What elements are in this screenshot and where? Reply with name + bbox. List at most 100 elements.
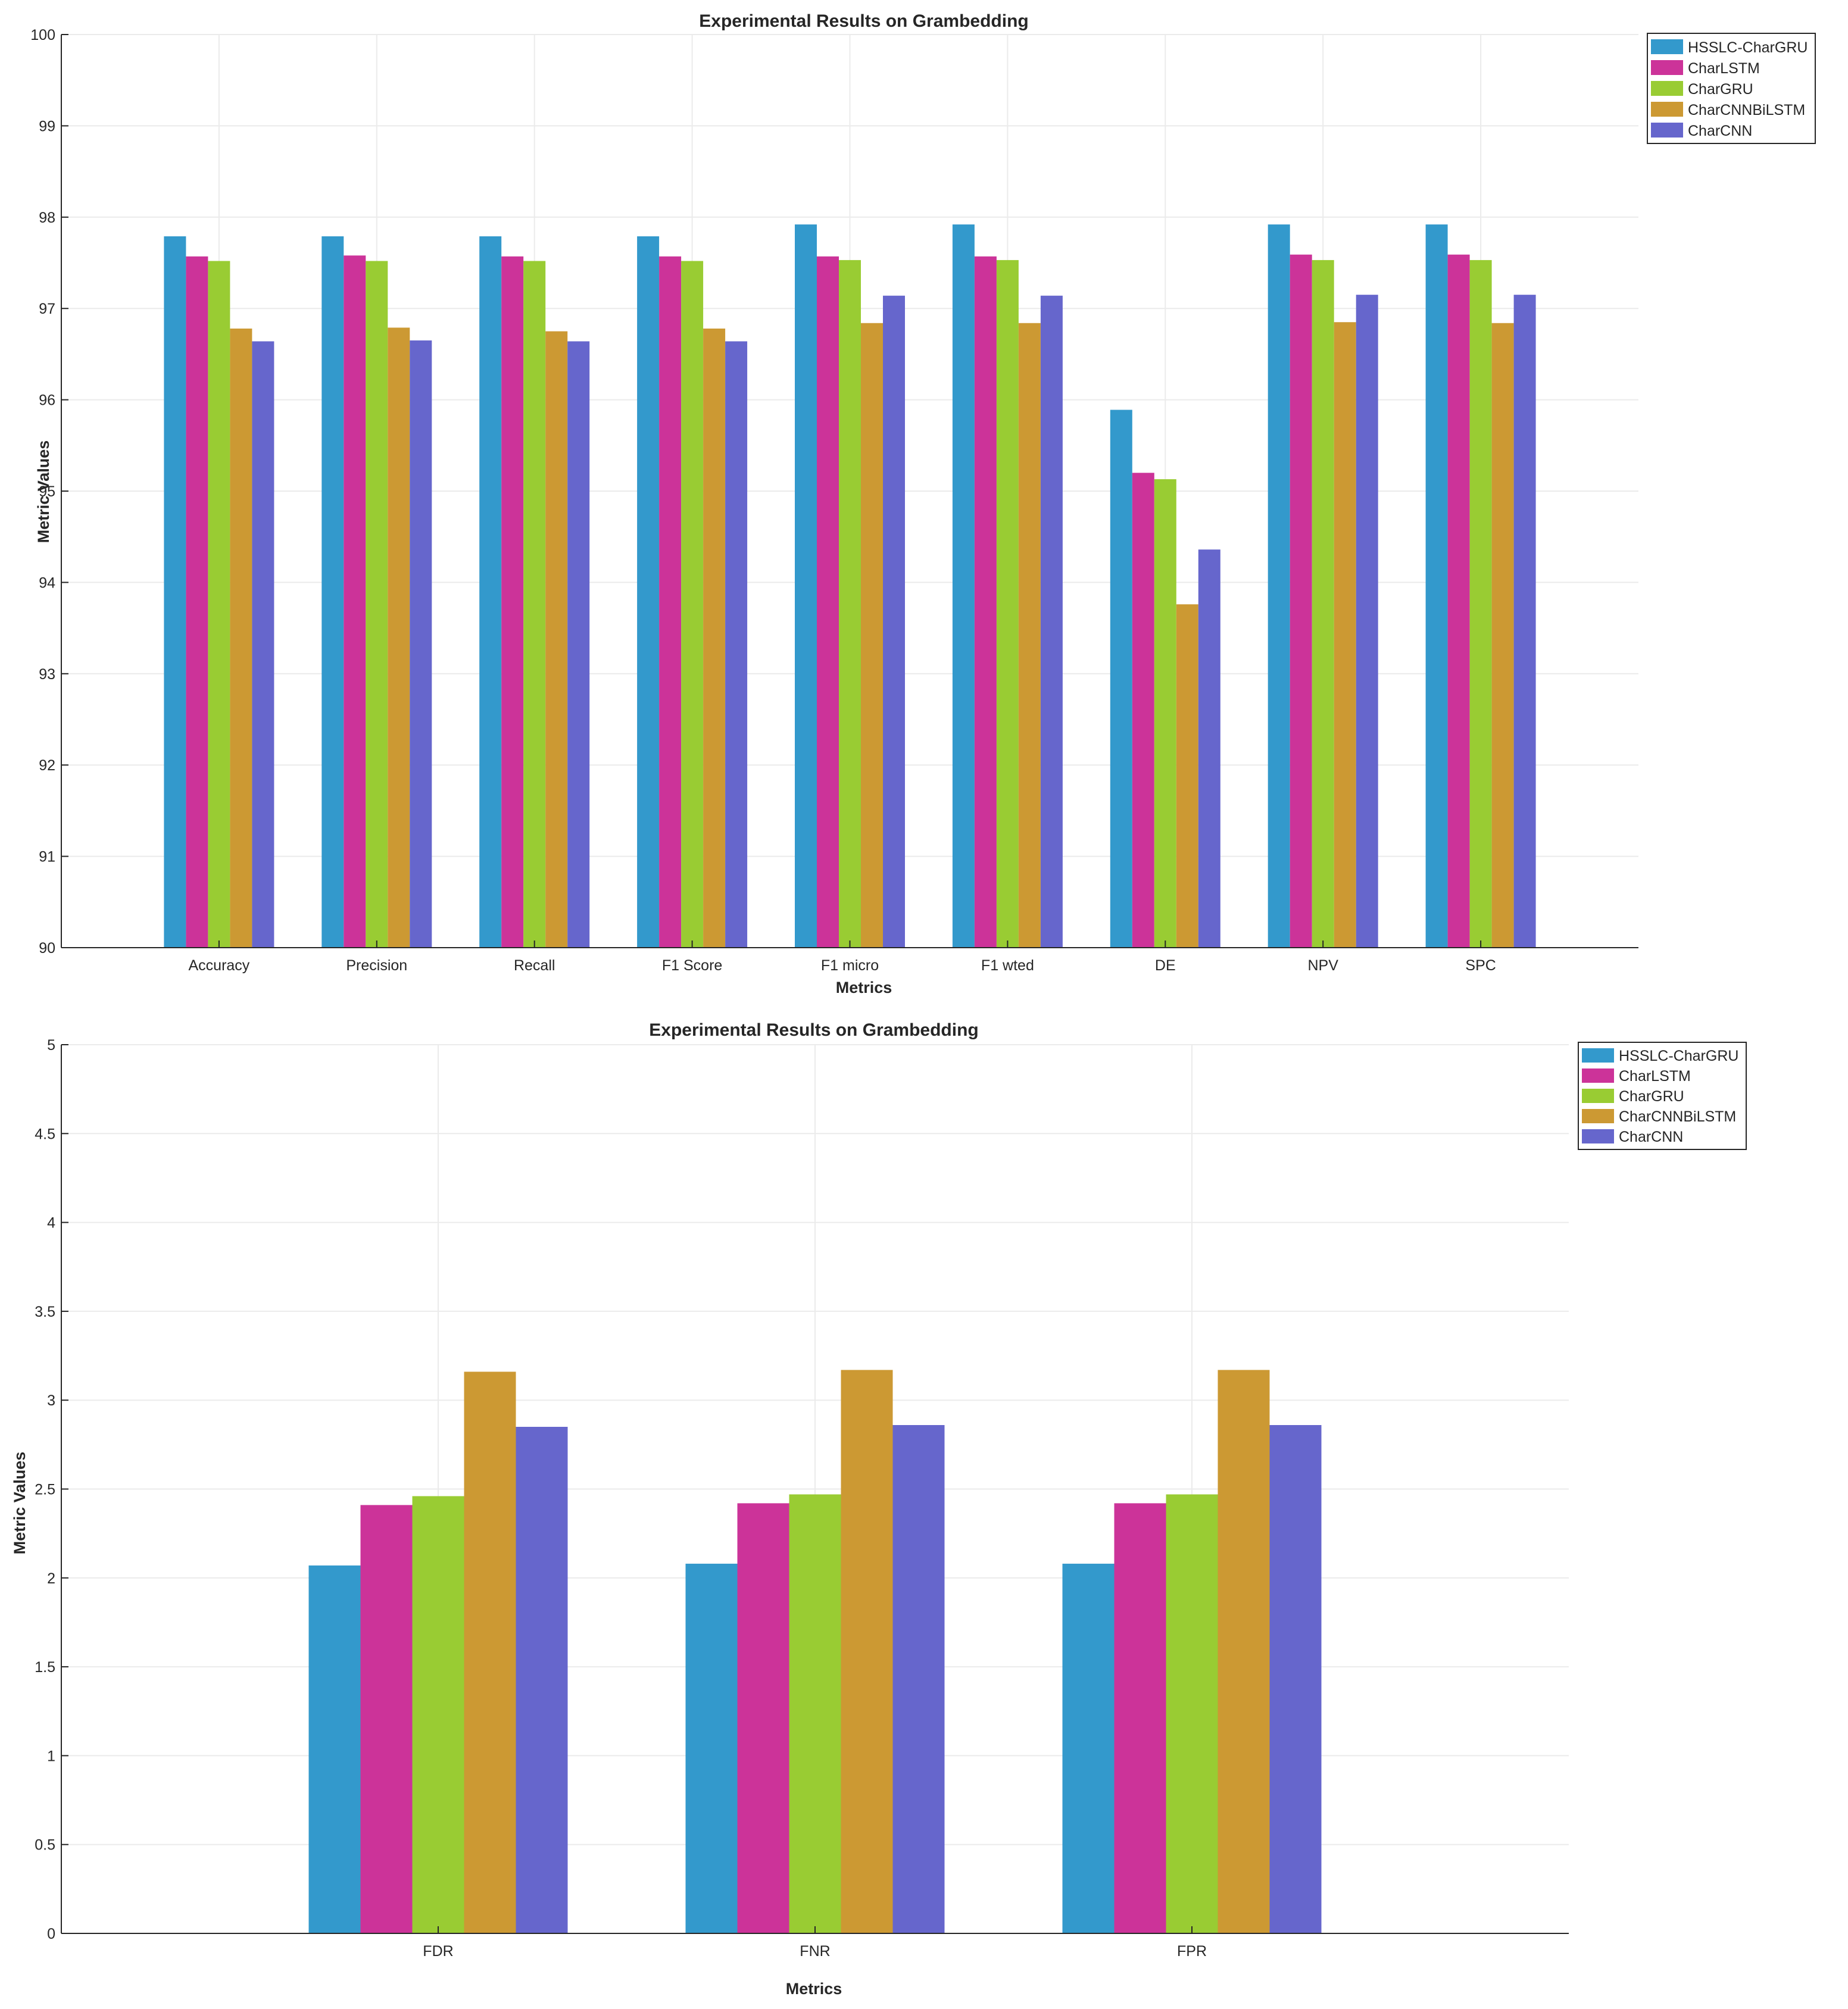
y-tick-label: 3.5 [35, 1304, 55, 1320]
bar-charcnnbilstm [703, 328, 726, 948]
bar-hsslc-chargru [308, 1565, 361, 1933]
y-tick-label: 90 [39, 940, 55, 957]
bar-chargru [996, 260, 1019, 948]
legend-swatch [1582, 1109, 1614, 1123]
bar-charcnn [1040, 295, 1063, 948]
x-tick-label: F1 Score [662, 957, 722, 974]
bar-charcnn [1198, 549, 1220, 948]
bar-charlstm [1290, 254, 1312, 948]
bar-charcnnbilstm [1491, 323, 1514, 948]
bar-charlstm [1132, 473, 1154, 948]
bar-hsslc-chargru [479, 236, 502, 948]
legend-label: CharLSTM [1688, 60, 1760, 77]
chart-title: Experimental Results on Grambedding [649, 1020, 978, 1040]
legend: HSSLC-CharGRU CharLSTM CharGRU CharCNNBiLST… [1647, 33, 1816, 144]
bar-hsslc-chargru [952, 224, 975, 948]
x-tick-label: FNR [800, 1943, 830, 1960]
bar-charcnnbilstm [230, 328, 252, 948]
y-tick-label: 5 [47, 1037, 55, 1054]
legend-label: CharCNN [1619, 1129, 1683, 1145]
bar-hsslc-chargru [685, 1563, 738, 1933]
bar-charcnnbilstm [841, 1370, 893, 1933]
legend-label: CharCNN [1688, 123, 1752, 139]
legend-swatch [1582, 1129, 1614, 1143]
bar-chargru [681, 261, 704, 948]
y-tick-label: 4 [47, 1215, 55, 1232]
bar-charcnnbilstm [464, 1371, 516, 1933]
bar-charlstm [360, 1505, 413, 1933]
x-tick-label: FPR [1177, 1943, 1207, 1960]
bar-hsslc-chargru [1062, 1563, 1115, 1933]
bar-hsslc-chargru [1425, 224, 1448, 948]
y-tick-label: 97 [39, 301, 55, 317]
axes [61, 34, 1638, 948]
bar-charcnn [516, 1426, 568, 1933]
y-axis-label: Metric Values [35, 440, 52, 543]
bar-charcnnbilstm [861, 323, 883, 948]
legend-swatch [1582, 1048, 1614, 1063]
x-tick-label: FDR [423, 1943, 453, 1960]
chart-title: Experimental Results on Grambedding [699, 11, 1028, 31]
y-tick-label: 4.5 [35, 1126, 55, 1142]
bar-charlstm [1114, 1503, 1166, 1933]
legend-label: CharGRU [1619, 1088, 1684, 1105]
y-tick-label: 91 [39, 849, 55, 866]
bar-charcnn [883, 295, 905, 948]
bar-charlstm [186, 256, 208, 948]
y-tick-label: 95 [39, 483, 55, 500]
bar-charlstm [974, 256, 997, 948]
x-tick-label: DE [1155, 957, 1176, 974]
bars [308, 1370, 1322, 1933]
x-tick-label: Precision [346, 957, 407, 974]
tick-labels: 90 91 92 93 94 95 96 97 98 99 100 Accuracy Precision… [30, 27, 1496, 974]
x-tick-label: F1 wted [981, 957, 1034, 974]
y-tick-label: 98 [39, 210, 55, 226]
legend-swatch [1651, 123, 1683, 138]
tick-labels: 0 0.5 1 1.5 2 2.5 3 3.5 4 4.5 5 FDR FNR FPR [35, 1037, 1207, 1960]
y-tick-label: 96 [39, 392, 55, 409]
y-axis-label: Metric Values [11, 1452, 29, 1555]
bar-charcnnbilstm [1176, 604, 1198, 948]
bar-charlstm [817, 256, 839, 948]
bar-hsslc-chargru [637, 236, 660, 948]
bar-charcnnbilstm [1218, 1370, 1270, 1933]
bar-chargru [839, 260, 861, 948]
legend-swatch [1582, 1089, 1614, 1103]
legend-label: HSSLC-CharGRU [1619, 1048, 1738, 1064]
bar-charlstm [1447, 254, 1470, 948]
axes [61, 1044, 1569, 1934]
y-tick-label: 1.5 [35, 1659, 55, 1676]
y-tick-label: 0 [47, 1926, 55, 1942]
legend-label: CharCNNBiLSTM [1688, 102, 1805, 118]
bar-charlstm [659, 256, 682, 948]
legend-label: CharGRU [1688, 81, 1753, 98]
bar-charlstm [344, 255, 366, 948]
y-tick-label: 99 [39, 118, 55, 135]
bar-charlstm [501, 256, 524, 948]
x-tick-label: SPC [1465, 957, 1496, 974]
bar-chargru [1166, 1494, 1218, 1933]
bar-chargru [1312, 260, 1334, 948]
bar-charcnnbilstm [1018, 323, 1041, 948]
x-tick-label: NPV [1307, 957, 1338, 974]
legend-label: HSSLC-CharGRU [1688, 39, 1808, 56]
y-tick-label: 92 [39, 757, 55, 774]
y-tick-label: 94 [39, 574, 55, 591]
bar-charcnn [725, 341, 748, 948]
legend-label: CharCNNBiLSTM [1619, 1108, 1736, 1125]
bar-chargru [523, 261, 546, 948]
y-tick-label: 3 [47, 1392, 55, 1409]
legend-swatch [1651, 39, 1683, 54]
bar-charcnn [1269, 1425, 1322, 1933]
legend-swatch [1651, 81, 1683, 96]
chart-bottom: Experimental Results on Grambedding Metr… [11, 1020, 1747, 1998]
bars [164, 224, 1536, 948]
bar-charcnn [410, 340, 432, 948]
y-tick-label: 2 [47, 1570, 55, 1587]
bar-hsslc-chargru [1268, 224, 1290, 948]
chart-top: Experimental Results on Grambedding Metr… [30, 11, 1816, 996]
y-tick-label: 1 [47, 1748, 55, 1764]
bar-hsslc-chargru [164, 236, 186, 948]
bar-charcnn [1356, 295, 1378, 948]
x-tick-label: Accuracy [188, 957, 249, 974]
